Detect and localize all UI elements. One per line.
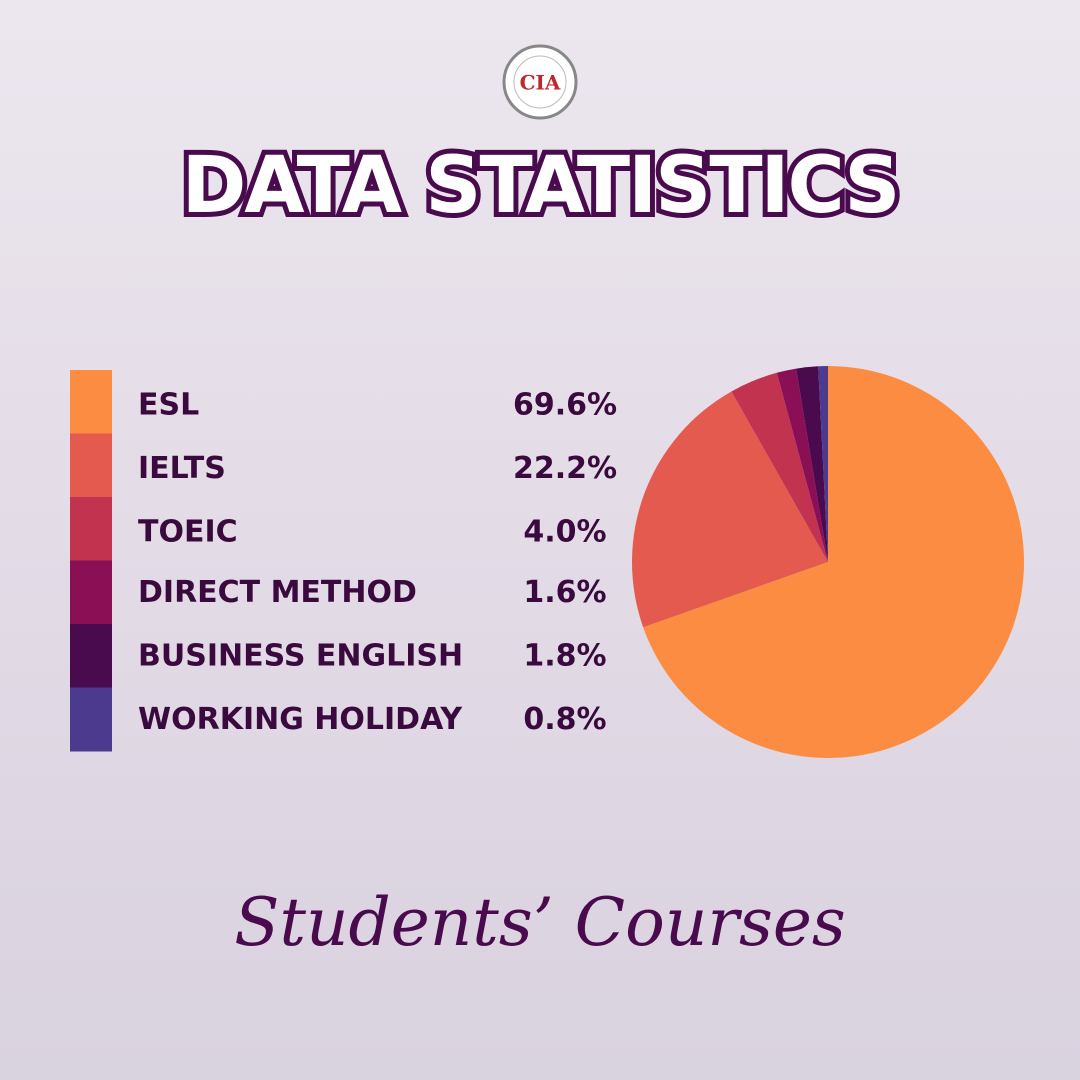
value-label: 1.8% <box>523 639 606 674</box>
legend-label: IELTS <box>138 451 226 486</box>
legend-swatch <box>70 624 112 688</box>
pie-slice <box>796 366 828 562</box>
value-label: 69.6% <box>513 388 617 423</box>
value-label: 1.6% <box>523 575 606 610</box>
legend-label: TOEIC <box>138 515 238 550</box>
chart-title: DATA STATISTICS <box>182 141 899 231</box>
value-label: 22.2% <box>513 451 617 486</box>
value-label: 0.8% <box>523 702 606 737</box>
pie-slice <box>632 391 828 628</box>
legend-swatch <box>70 687 112 752</box>
legend-label: ESL <box>138 388 199 423</box>
chart-subtitle: Students’ Courses <box>234 884 846 961</box>
legend-label: BUSINESS ENGLISH <box>138 639 463 674</box>
legend-swatch <box>70 497 112 561</box>
pie-slice <box>818 366 828 562</box>
legend-label: WORKING HOLIDAY <box>138 702 463 737</box>
pie-slice <box>776 368 828 562</box>
logo: CIA <box>502 44 578 120</box>
legend-label: DIRECT METHOD <box>138 575 417 610</box>
legend-swatch <box>70 370 112 434</box>
legend-swatch <box>70 560 112 625</box>
value-label: 4.0% <box>523 515 606 550</box>
logo-text: CIA <box>520 71 561 95</box>
legend-swatch <box>70 433 112 498</box>
pie-slice <box>643 366 1025 758</box>
pie-slice <box>731 372 828 562</box>
